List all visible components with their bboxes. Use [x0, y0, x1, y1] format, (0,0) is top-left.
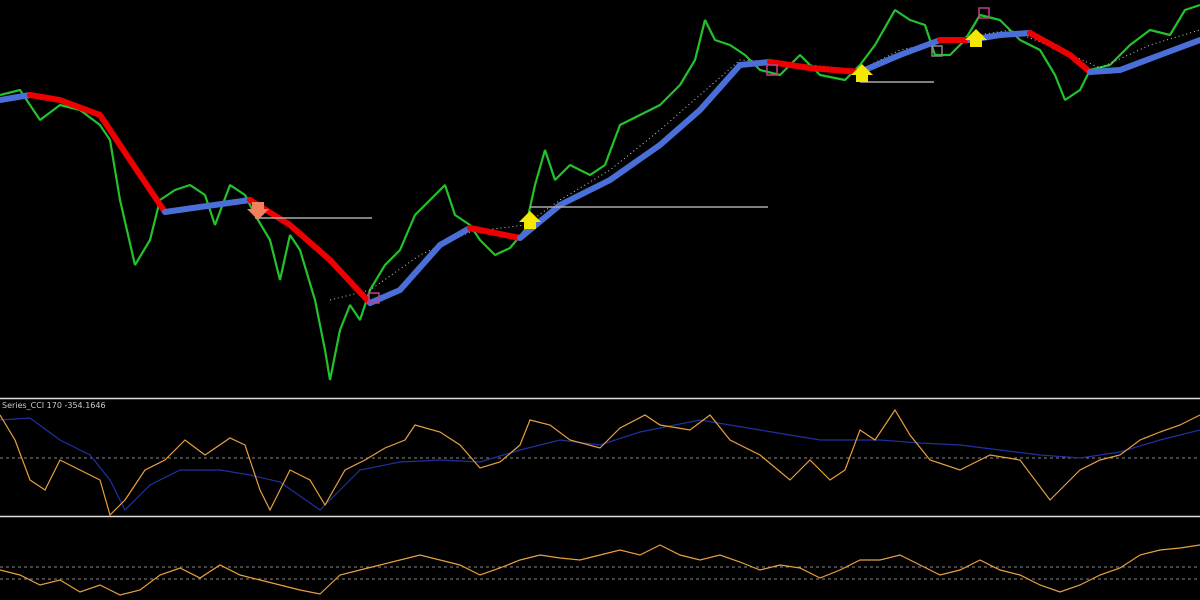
exit-marker	[978, 7, 990, 19]
cci-slow	[0, 417, 1200, 512]
ma-down	[767, 59, 863, 75]
ma-down	[27, 92, 168, 215]
cci-pane: Series_CCI 170 -354.1646	[0, 401, 1200, 517]
ma-up	[162, 197, 253, 215]
price-candles	[0, 3, 1200, 381]
cci-fast	[0, 408, 1200, 517]
signal-dots	[329, 29, 1200, 301]
ma-down	[467, 225, 523, 241]
oscillator-line	[0, 544, 1200, 596]
exit-marker	[766, 64, 778, 76]
ma-up	[857, 37, 943, 75]
price-pane	[0, 3, 1200, 381]
indicator-label: Series_CCI 170 -354.1646	[2, 401, 106, 410]
ma-up	[1087, 37, 1200, 75]
level-lines	[255, 81, 934, 219]
ma-down	[1027, 30, 1093, 75]
oscillator-pane	[0, 544, 1200, 596]
exit-marker	[931, 45, 943, 57]
buy-arrow	[519, 211, 541, 229]
buy-arrow	[851, 64, 873, 82]
exit-markers	[368, 7, 990, 304]
sell-arrow	[247, 202, 269, 220]
exit-marker	[368, 292, 380, 304]
buy-arrow	[965, 29, 987, 47]
ma-up	[367, 225, 473, 306]
ma-down	[247, 197, 373, 306]
ma-up	[517, 59, 773, 241]
ma-up	[0, 92, 33, 103]
